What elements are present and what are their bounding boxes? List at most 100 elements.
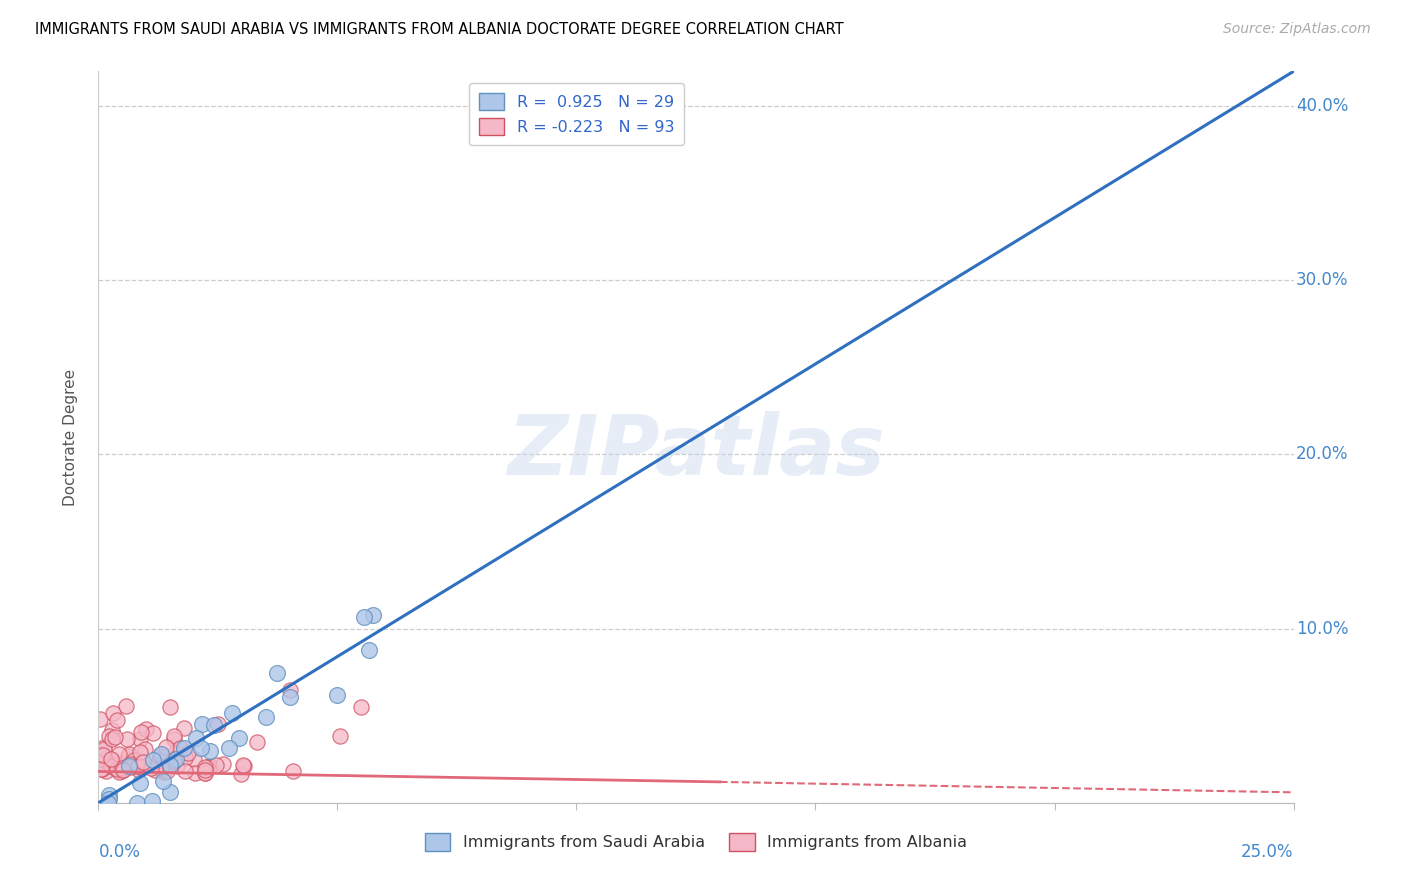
Point (149, 760, 172, 774)
Point (108, 747, 131, 761)
Point (128, 763, 150, 777)
Point (200, 744, 222, 758)
Point (163, 731, 186, 746)
Point (326, 688, 349, 702)
Point (124, 757, 146, 772)
Point (89, 753, 111, 767)
Point (141, 794, 163, 808)
Point (104, 731, 127, 745)
Point (129, 724, 152, 739)
Point (184, 765, 207, 780)
Point (101, 723, 124, 737)
Point (120, 760, 142, 774)
Point (194, 763, 217, 777)
Point (363, 608, 385, 623)
Point (278, 690, 301, 704)
Point (155, 739, 177, 754)
Point (107, 764, 129, 779)
Point (101, 760, 124, 774)
Point (128, 776, 150, 790)
Point (128, 745, 150, 759)
Point (254, 710, 277, 724)
Point (156, 764, 179, 779)
Point (173, 741, 195, 756)
Point (139, 761, 162, 775)
Text: ZIPatlas: ZIPatlas (508, 411, 884, 492)
Point (90, 762, 112, 776)
Point (194, 766, 217, 780)
Point (232, 759, 254, 773)
Text: 0.0%: 0.0% (98, 843, 141, 861)
Point (228, 731, 250, 746)
Point (110, 764, 132, 778)
Point (278, 682, 301, 697)
Point (97, 792, 120, 806)
Point (134, 742, 156, 756)
Point (353, 610, 375, 624)
Point (118, 757, 141, 772)
Point (111, 763, 134, 777)
Point (101, 754, 124, 768)
Point (132, 755, 155, 769)
Text: 25.0%: 25.0% (1241, 843, 1294, 861)
Point (98, 789, 121, 803)
Point (122, 753, 145, 767)
Point (97, 729, 120, 743)
Point (112, 763, 135, 777)
Point (232, 758, 254, 772)
Text: Source: ZipAtlas.com: Source: ZipAtlas.com (1223, 22, 1371, 37)
Point (152, 765, 174, 780)
Point (163, 729, 186, 743)
Point (202, 718, 225, 732)
Point (89, 747, 111, 761)
Text: 30.0%: 30.0% (1296, 271, 1348, 289)
Point (135, 722, 157, 736)
Point (165, 751, 187, 765)
Text: 20.0%: 20.0% (1296, 445, 1348, 464)
Point (90, 763, 112, 777)
Point (142, 725, 165, 739)
Point (94, 754, 117, 768)
Text: 10.0%: 10.0% (1296, 620, 1348, 638)
Point (105, 762, 128, 776)
Point (143, 763, 166, 777)
Point (148, 753, 170, 767)
Point (129, 760, 152, 774)
Point (105, 758, 128, 772)
Point (150, 747, 173, 761)
Point (149, 749, 172, 764)
Point (89, 712, 111, 726)
Text: 40.0%: 40.0% (1296, 97, 1348, 115)
Point (127, 759, 149, 773)
Text: IMMIGRANTS FROM SAUDI ARABIA VS IMMIGRANTS FROM ALBANIA DOCTORATE DEGREE CORRELA: IMMIGRANTS FROM SAUDI ARABIA VS IMMIGRAN… (35, 22, 844, 37)
Point (159, 785, 181, 799)
Point (194, 760, 217, 774)
Point (183, 751, 205, 765)
Point (173, 721, 195, 735)
Point (229, 766, 252, 780)
Point (159, 758, 181, 772)
Point (191, 717, 214, 731)
Point (211, 757, 233, 772)
Point (111, 763, 134, 777)
Point (221, 706, 243, 720)
Point (108, 756, 131, 771)
Point (205, 758, 228, 772)
Point (100, 752, 122, 766)
Point (115, 698, 138, 713)
Point (194, 766, 217, 780)
Point (198, 758, 221, 772)
Point (101, 706, 124, 721)
Point (125, 796, 148, 810)
Y-axis label: Doctorate Degree: Doctorate Degree (63, 368, 77, 506)
Point (163, 755, 186, 769)
Point (93, 742, 115, 756)
Point (105, 713, 128, 727)
Point (184, 731, 207, 745)
Point (207, 717, 229, 731)
Point (111, 761, 134, 775)
Point (266, 666, 288, 681)
Point (93, 748, 115, 763)
Point (128, 731, 150, 746)
Point (197, 760, 219, 774)
